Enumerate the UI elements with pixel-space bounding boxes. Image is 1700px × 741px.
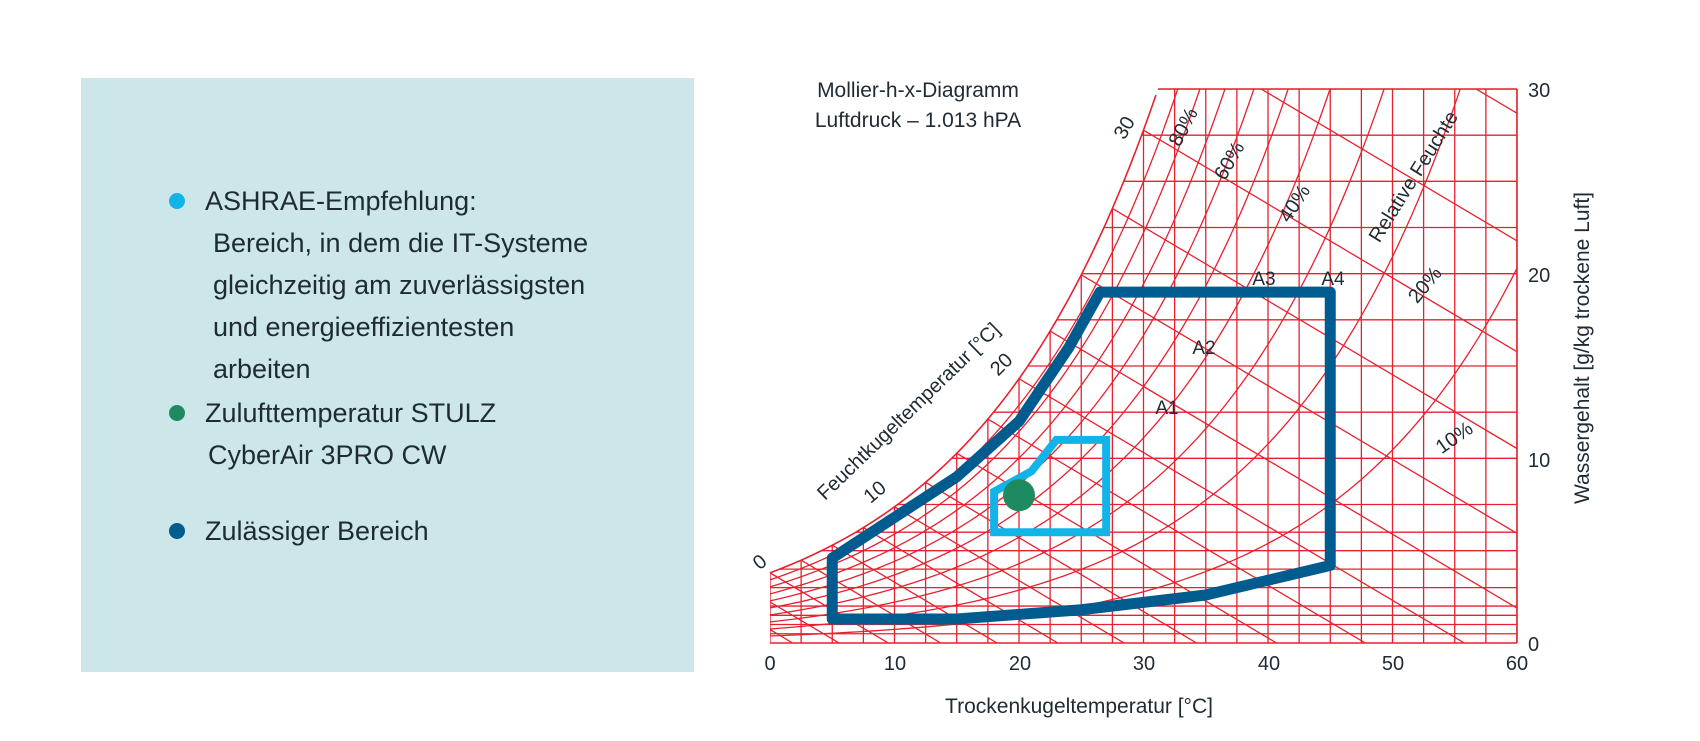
grid-wet-bulb-line — [831, 544, 998, 643]
y-axis-label: Wassergehalt [g/kg trockene Luft] — [1571, 192, 1594, 504]
legend-dot-ashrae — [169, 193, 185, 209]
grid-rh-curve — [770, 89, 1517, 588]
grid-wet-bulb-line — [925, 481, 1197, 643]
chart-title-line-1: Mollier-h-x-Diagramm — [817, 79, 1019, 102]
y-tick-label: 0 — [1528, 634, 1539, 656]
grid-rh-curve — [770, 89, 1517, 602]
legend-desc-ashrae: Bereich, in dem die IT-Systeme gleichzei… — [213, 222, 588, 390]
grid-wet-bulb-line — [1143, 129, 1517, 643]
grid-rh-curve — [770, 89, 1517, 616]
x-tick-label: 30 — [1133, 653, 1155, 675]
x-tick-label: 60 — [1506, 653, 1528, 675]
y-tick-label: 20 — [1528, 265, 1550, 287]
chart-title-line-2: Luftdruck – 1.013 hPA — [815, 109, 1021, 132]
grid-wet-bulb-line — [770, 592, 793, 643]
grid-wet-bulb-line — [894, 506, 1125, 643]
legend-dot-permitted — [169, 523, 185, 539]
grid-wet-bulb-line — [1112, 207, 1517, 643]
class-label-a2: A2 — [1192, 338, 1215, 359]
legend-desc-line: CyberAir 3PRO CW — [208, 440, 447, 470]
grid-wet-bulb-line — [1018, 378, 1465, 643]
rh-axis-label: Relative Feuchte — [1365, 107, 1463, 246]
y-tick-label: 10 — [1528, 450, 1550, 472]
chart-regions — [826, 286, 1336, 625]
wetbulb-tick-label: 20 — [986, 349, 1017, 380]
x-tick-label: 50 — [1382, 653, 1404, 675]
saturation-curve — [769, 94, 1157, 574]
x-tick-label: 10 — [884, 653, 906, 675]
legend-desc-line: und energieeffizientesten — [213, 312, 515, 342]
grid-wet-bulb-line — [1205, 89, 1517, 643]
wetbulb-tick-label: 0 — [749, 550, 772, 574]
legend-panel: ASHRAE-Empfehlung: Bereich, in dem die I… — [81, 78, 694, 672]
legend-title-supply: Zulufttemperatur STULZ — [205, 398, 497, 428]
class-label-a3: A3 — [1252, 269, 1275, 290]
grid-rh-curve — [770, 89, 1517, 595]
grid-wet-bulb-line — [800, 559, 942, 643]
legend-desc-supply: CyberAir 3PRO CW — [208, 434, 447, 476]
permitted-region — [826, 286, 1336, 625]
class-label-a1: A1 — [1155, 398, 1178, 419]
wetbulb-tick-label: 10 — [860, 477, 891, 508]
grid-rh-curve — [770, 89, 1517, 623]
legend-desc-line: gleichzeitig am zuverlässigsten — [213, 270, 586, 300]
x-tick-label: 20 — [1009, 653, 1031, 675]
grid-rh-curve — [770, 267, 1517, 637]
ashrae-region — [990, 435, 1111, 537]
x-axis-label: Trockenkugeltemperatur [°C] — [945, 695, 1213, 718]
grid-rh-curve — [770, 89, 1517, 609]
y-tick-label: 30 — [1528, 80, 1550, 102]
grid-wet-bulb-line — [987, 418, 1366, 643]
rh-tick-label: 40% — [1275, 181, 1315, 227]
legend-title-permitted: Zulässiger Bereich — [205, 516, 429, 546]
grid-wet-bulb-line — [1080, 274, 1517, 643]
grid-wet-bulb-line — [1049, 330, 1517, 643]
class-label-a4: A4 — [1321, 269, 1345, 290]
wetbulb-axis-label: Feuchtkugeltemperatur [°C] — [813, 319, 1004, 505]
legend-dot-supply — [169, 405, 185, 421]
x-tick-label: 40 — [1258, 653, 1280, 675]
supply-point — [1003, 479, 1035, 512]
grid-wet-bulb-line — [1174, 89, 1517, 643]
wetbulb-tick-label: 30 — [1110, 113, 1140, 143]
rh-tick-label: 20% — [1404, 263, 1447, 308]
legend-title-ashrae: ASHRAE-Empfehlung: — [205, 186, 477, 216]
legend-desc-line: Bereich, in dem die IT-Systeme — [213, 228, 589, 258]
legend-desc-line: arbeiten — [213, 354, 311, 384]
x-tick-label: 0 — [764, 653, 775, 675]
rh-tick-label: 60% — [1210, 138, 1249, 184]
